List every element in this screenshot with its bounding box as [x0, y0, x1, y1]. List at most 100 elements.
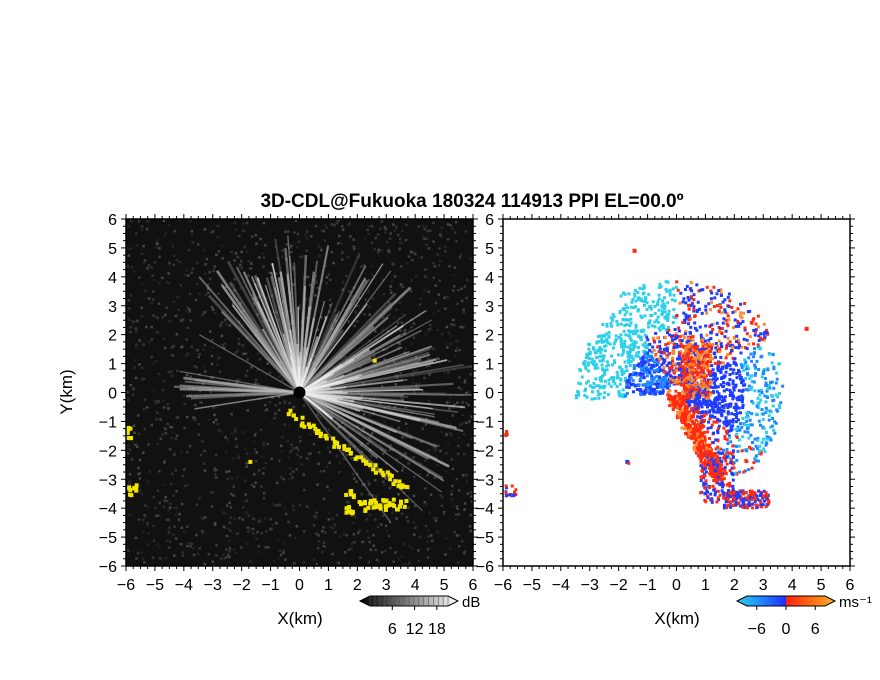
noise-pixel [135, 244, 138, 247]
velocity-pixel [712, 460, 716, 464]
velocity-pixel [623, 345, 627, 349]
noise-pixel [391, 511, 394, 514]
velocity-pixel [686, 352, 690, 356]
velocity-pixel [690, 355, 694, 359]
noise-pixel [446, 295, 449, 299]
noise-pixel [150, 355, 153, 359]
velocity-pixel [715, 398, 719, 402]
noise-pixel [152, 389, 155, 393]
velocity-pixel [602, 386, 606, 390]
noise-pixel [298, 304, 302, 307]
noise-pixel [315, 532, 318, 535]
noise-pixel [427, 535, 430, 538]
velocity-pixel [618, 382, 622, 386]
noise-pixel [218, 370, 222, 373]
velocity-pixel [741, 503, 745, 507]
velocity-pixel [668, 340, 672, 344]
velocity-pixel [746, 415, 750, 419]
velocity-pixel [635, 351, 639, 355]
velocity-pixel [659, 368, 663, 372]
velocity-pixel [687, 401, 691, 405]
velocity-pixel [595, 350, 599, 354]
noise-pixel [155, 417, 158, 421]
noise-pixel [219, 324, 222, 327]
noise-pixel [380, 219, 383, 223]
noise-pixel [295, 446, 298, 450]
noise-pixel [445, 342, 448, 346]
noise-pixel [255, 284, 259, 288]
noise-pixel [224, 436, 227, 439]
noise-pixel [163, 234, 167, 238]
noise-pixel [245, 250, 249, 253]
noise-pixel [409, 289, 413, 293]
noise-pixel [136, 551, 140, 555]
velocity-pixel [641, 383, 645, 387]
velocity-pixel [619, 333, 623, 337]
velocity-pixel [720, 395, 724, 399]
velocity-pixel [639, 376, 643, 380]
velocity-pixel [694, 409, 698, 413]
clutter-pixel [134, 483, 139, 488]
noise-pixel [328, 511, 331, 515]
velocity-pixel [700, 366, 704, 370]
noise-pixel [363, 313, 366, 316]
velocity-pixel [703, 373, 707, 377]
velocity-pixel [750, 380, 754, 384]
velocity-pixel [672, 404, 676, 408]
noise-pixel [165, 306, 168, 310]
noise-pixel [237, 378, 241, 382]
velocity-pixel [702, 453, 706, 457]
noise-pixel [137, 472, 140, 476]
velocity-pixel [710, 300, 714, 304]
noise-pixel [168, 540, 172, 543]
noise-pixel [366, 228, 369, 232]
velocity-pixel [700, 386, 704, 390]
velocity-pixel [714, 438, 718, 442]
velocity-pixel [696, 411, 700, 415]
velocity-pixel [663, 304, 667, 308]
noise-pixel [186, 352, 190, 356]
noise-pixel [291, 504, 295, 508]
velocity-pixel [597, 384, 601, 388]
velocity-pixel [658, 385, 662, 389]
velocity-pixel [731, 420, 735, 424]
noise-pixel [215, 253, 218, 257]
noise-pixel [352, 533, 356, 536]
noise-pixel [302, 530, 306, 533]
velocity-pixel [584, 381, 588, 385]
velocity-pixel [755, 359, 759, 363]
noise-pixel [166, 422, 170, 426]
velocity-pixel [705, 401, 709, 405]
noise-pixel [404, 452, 407, 455]
noise-pixel [157, 399, 160, 403]
echo-core [298, 391, 333, 420]
velocity-pixel [670, 359, 674, 363]
echo-ray [194, 391, 300, 410]
velocity-pixel [758, 444, 762, 448]
velocity-pixel [703, 357, 707, 361]
velocity-pixel [699, 439, 703, 443]
velocity-pixel [647, 363, 651, 367]
velocity-pixel [726, 295, 730, 299]
noise-pixel [314, 294, 317, 297]
noise-pixel [262, 472, 265, 475]
noise-pixel [190, 234, 194, 237]
noise-pixel [302, 277, 306, 281]
noise-pixel [158, 247, 161, 250]
velocity-pixel [717, 424, 721, 428]
noise-pixel [433, 516, 436, 520]
velocity-pixel [674, 367, 678, 371]
noise-pixel [361, 540, 364, 544]
velocity-pixel [597, 396, 601, 400]
noise-pixel [415, 383, 418, 386]
noise-pixel [199, 453, 203, 457]
velocity-pixel [723, 308, 727, 312]
velocity-pixel [627, 292, 631, 296]
velocity-pixel [687, 318, 691, 322]
noise-pixel [443, 250, 447, 253]
velocity-pixel [594, 363, 598, 367]
noise-pixel [167, 531, 171, 534]
noise-pixel [283, 423, 286, 426]
velocity-pixel [700, 405, 704, 409]
clutter-pixel [134, 488, 139, 493]
